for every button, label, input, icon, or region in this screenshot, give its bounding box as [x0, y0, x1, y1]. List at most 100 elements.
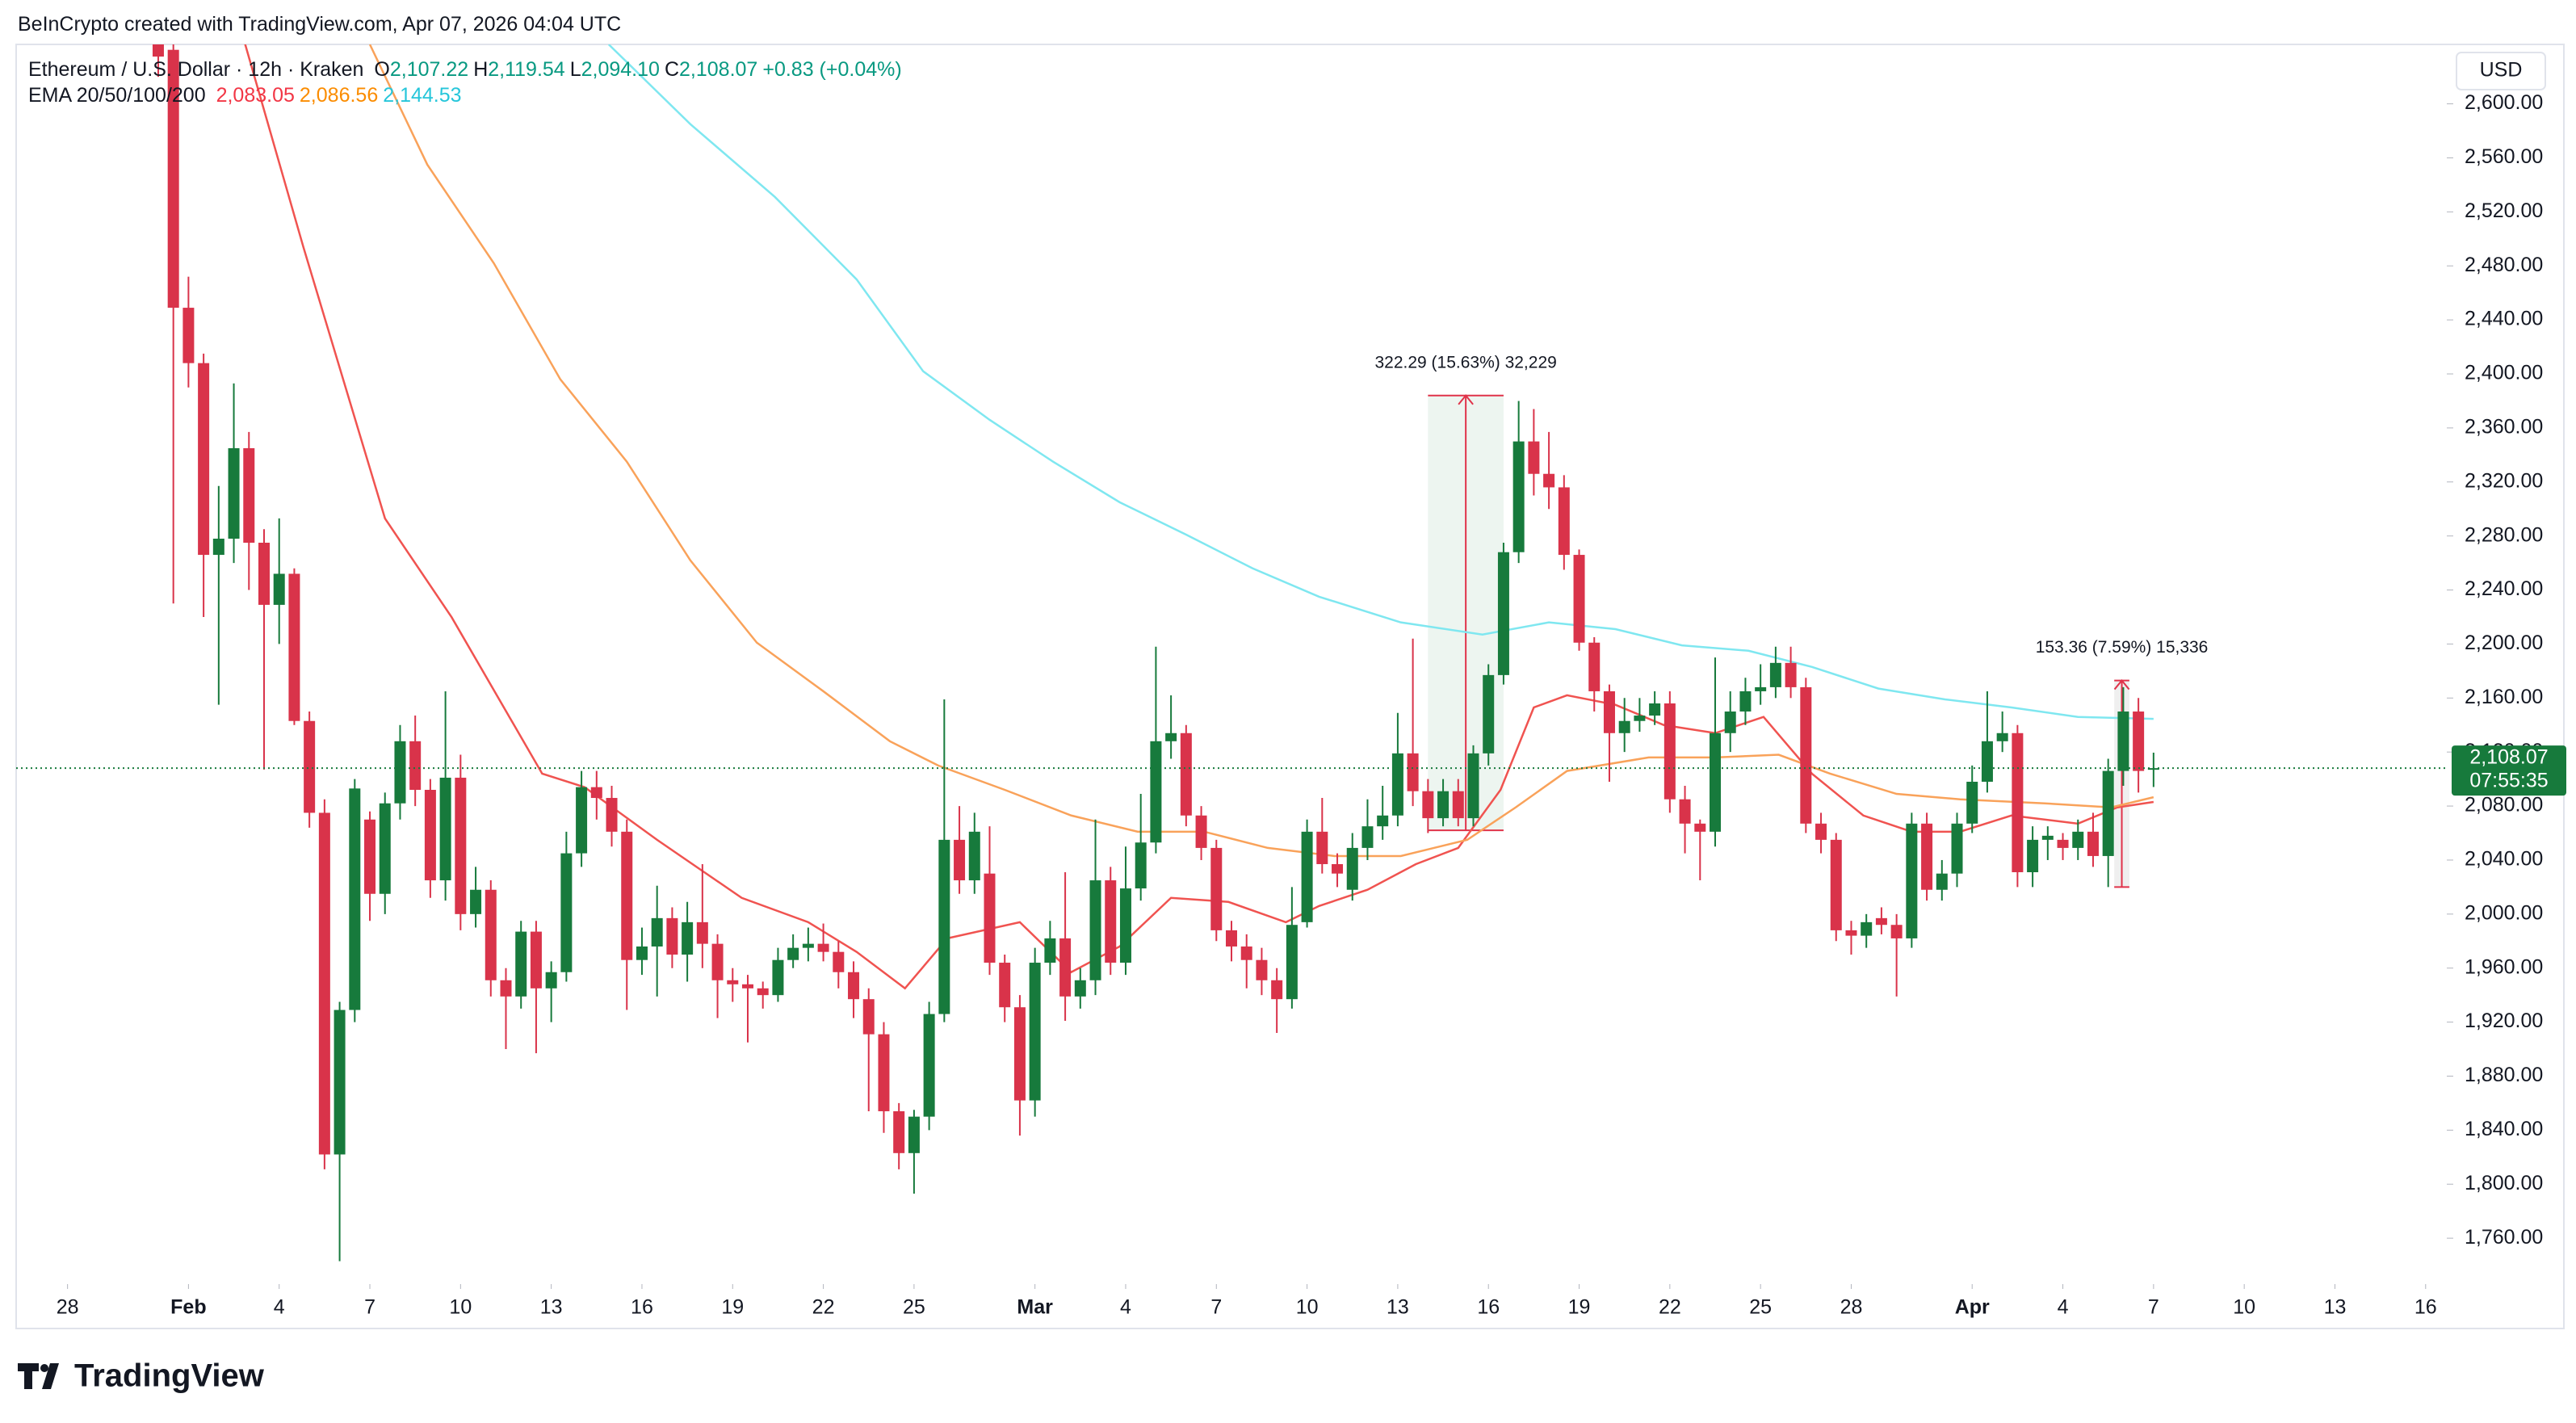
x-tick-label: 13: [540, 1296, 563, 1319]
ema-value: 2,144.53: [383, 84, 462, 107]
candle-body: [530, 931, 542, 989]
candle-body: [243, 447, 255, 544]
candle-body: [1332, 863, 1344, 874]
y-tick-label: 2,080.00: [2465, 794, 2543, 816]
candle-body: [1135, 842, 1147, 889]
candle-body: [862, 999, 875, 1035]
candle-body: [2117, 712, 2129, 771]
countdown: 07:55:35: [2469, 770, 2548, 792]
x-tick-label: 7: [364, 1296, 375, 1319]
candle-body: [394, 741, 406, 804]
candle-body: [1361, 826, 1374, 848]
candle-body: [984, 873, 996, 963]
ohlc-value: 2,119.54: [488, 58, 565, 81]
y-tick-label: 1,840.00: [2465, 1118, 2543, 1140]
candle-body: [1634, 716, 1646, 721]
candle-body: [651, 917, 663, 947]
legend-ema-row: EMA 20/50/100/200 2,083.05 2,086.56 2,144.…: [28, 84, 467, 107]
candle-body: [1044, 938, 1056, 963]
last-price-label: 2,108.07: [2469, 746, 2548, 769]
candle-body: [1663, 703, 1676, 800]
footer-logo: TradingView: [18, 1358, 265, 1394]
candle-body: [1195, 815, 1207, 848]
candle-body: [273, 573, 285, 605]
y-tick-label: 2,360.00: [2465, 415, 2543, 438]
y-tick-label: 2,520.00: [2465, 199, 2543, 222]
candle-body: [606, 798, 618, 832]
candle-body: [212, 538, 224, 556]
candle-body: [545, 972, 557, 989]
x-tick-label: Apr: [1955, 1296, 1990, 1319]
ohlc-key: O: [374, 58, 390, 81]
measure-arrowhead: [1458, 394, 1474, 405]
candle-body: [470, 889, 482, 914]
candle-body: [167, 49, 179, 309]
x-tick-label: 4: [2058, 1296, 2069, 1319]
candle-body: [696, 921, 708, 944]
candle-body: [2041, 835, 2054, 840]
candle-body: [1391, 753, 1403, 816]
candle-body: [1407, 753, 1419, 791]
y-tick-label: 1,800.00: [2465, 1172, 2543, 1194]
candle-body: [1029, 963, 1041, 1101]
candle-body: [1165, 732, 1177, 741]
candle-body: [1528, 441, 1540, 474]
candle-body: [183, 308, 195, 363]
candle-body: [1694, 823, 1706, 832]
candle-body: [258, 543, 270, 605]
x-tick-label: 25: [1749, 1296, 1772, 1319]
y-tick-label: 2,040.00: [2465, 848, 2543, 871]
candle-body: [1769, 662, 1781, 687]
candle-body: [288, 573, 300, 721]
candle-body: [560, 853, 573, 972]
y-tick-label: 2,560.00: [2465, 145, 2543, 168]
y-tick-label: 2,440.00: [2465, 308, 2543, 330]
candle-body: [1467, 753, 1479, 819]
candle-body: [1483, 674, 1495, 753]
x-tick-label: 28: [57, 1296, 79, 1319]
x-tick-label: 4: [274, 1296, 285, 1319]
ema-value: 2,083.05: [216, 84, 295, 107]
ohlc-value: 2,108.07: [679, 58, 758, 81]
y-tick-label: 2,320.00: [2465, 469, 2543, 492]
x-tick-label: 19: [1568, 1296, 1591, 1319]
candle-body: [727, 980, 739, 984]
candle-body: [228, 447, 240, 539]
currency[interactable]: USD: [2480, 59, 2523, 82]
candle-body: [500, 980, 512, 997]
candle-body: [772, 959, 784, 996]
x-tick-label: 16: [2414, 1296, 2437, 1319]
candle-body: [1815, 823, 1827, 840]
candle-body: [923, 1014, 935, 1117]
candle-body: [1981, 741, 1993, 782]
candle-body: [1996, 732, 2008, 741]
ema-label: EMA 20/50/100/200: [28, 84, 206, 107]
candle-body: [1724, 712, 1736, 733]
candle-body: [1512, 441, 1525, 552]
x-tick-label: 28: [1840, 1296, 1863, 1319]
ohlc-value: 2,094.10: [581, 58, 660, 81]
candle-body: [938, 839, 950, 1014]
candle-body: [1845, 930, 1857, 936]
plot-area: [152, 44, 2159, 1261]
x-tick-label: 10: [1296, 1296, 1319, 1319]
candle-body: [1785, 662, 1797, 687]
candle-body: [1603, 691, 1615, 733]
candle-body: [802, 943, 814, 948]
candle-body: [908, 1116, 920, 1153]
currency-box[interactable]: [2456, 52, 2546, 90]
x-tick-label: 19: [721, 1296, 744, 1319]
candle-body: [424, 790, 436, 881]
candle-body: [1906, 823, 1918, 938]
credit: BeInCrypto created with TradingView.com,…: [18, 13, 622, 36]
candle-body: [1649, 703, 1661, 716]
candle-body: [1422, 791, 1434, 819]
candle-body: [1921, 823, 1933, 890]
candle-body: [1150, 741, 1162, 843]
candle-body: [999, 963, 1011, 1008]
y-tick-label: 2,480.00: [2465, 254, 2543, 276]
candle-body: [2027, 839, 2039, 873]
x-tick-label: 22: [1659, 1296, 1681, 1319]
candle-body: [1800, 686, 1812, 824]
